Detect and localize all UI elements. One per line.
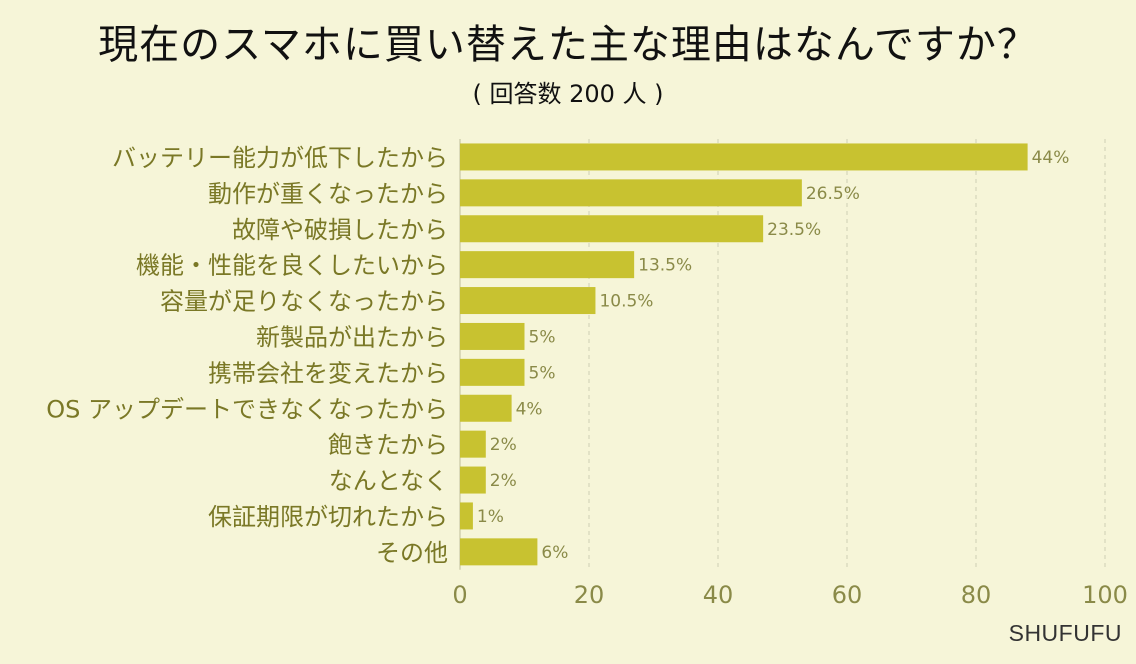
bar: [460, 502, 473, 530]
value-label: 10.5%: [599, 292, 653, 312]
bar: [460, 466, 486, 494]
bar: [460, 179, 802, 207]
brand-logo-text: SHUFUFU: [1008, 620, 1122, 646]
category-label: 携帯会社を変えたから: [208, 359, 448, 387]
x-tick-label: 100: [1082, 581, 1128, 609]
category-label: 新製品が出たから: [256, 323, 448, 351]
value-label: 6%: [541, 543, 568, 563]
bar: [460, 287, 596, 315]
value-label: 2%: [490, 471, 517, 491]
x-tick-label: 40: [703, 581, 734, 609]
value-label: 2%: [490, 435, 517, 455]
category-label: 容量が足りなくなったから: [160, 288, 448, 316]
x-tick-label: 80: [961, 581, 992, 609]
chart-title: 現在のスマホに買い替えた主な理由はなんですか？: [98, 22, 1038, 68]
value-label: 44%: [1032, 148, 1070, 168]
value-label: 26.5%: [806, 184, 860, 204]
x-tick-label: 0: [452, 581, 467, 609]
bar: [460, 538, 538, 566]
x-tick-label: 20: [574, 581, 605, 609]
value-label: 23.5%: [767, 220, 821, 240]
value-label: 5%: [529, 327, 556, 347]
category-label: なんとなく: [329, 467, 448, 495]
x-tick-label: 60: [832, 581, 863, 609]
bar: [460, 143, 1028, 171]
category-label: 飽きたから: [328, 431, 448, 459]
bar: [460, 322, 525, 350]
bar: [460, 215, 764, 243]
bar: [460, 430, 486, 458]
bar: [460, 394, 512, 422]
category-label: OS アップデートできなくなったから: [46, 395, 448, 423]
bar: [460, 358, 525, 386]
category-label: バッテリー能力が低下したから: [112, 144, 448, 172]
category-label: 故障や破損したから: [232, 216, 448, 244]
value-label: 4%: [516, 399, 543, 419]
chart-subtitle: ( 回答数 200 人 ): [472, 80, 664, 108]
category-label: 機能・性能を良くしたいから: [136, 252, 448, 280]
category-label: 保証期限が切れたから: [208, 503, 448, 531]
bar: [460, 251, 635, 279]
value-label: 5%: [529, 363, 556, 383]
category-label: 動作が重くなったから: [208, 180, 448, 208]
value-label: 13.5%: [638, 256, 692, 276]
value-label: 1%: [477, 507, 504, 527]
category-label: その他: [376, 539, 448, 567]
